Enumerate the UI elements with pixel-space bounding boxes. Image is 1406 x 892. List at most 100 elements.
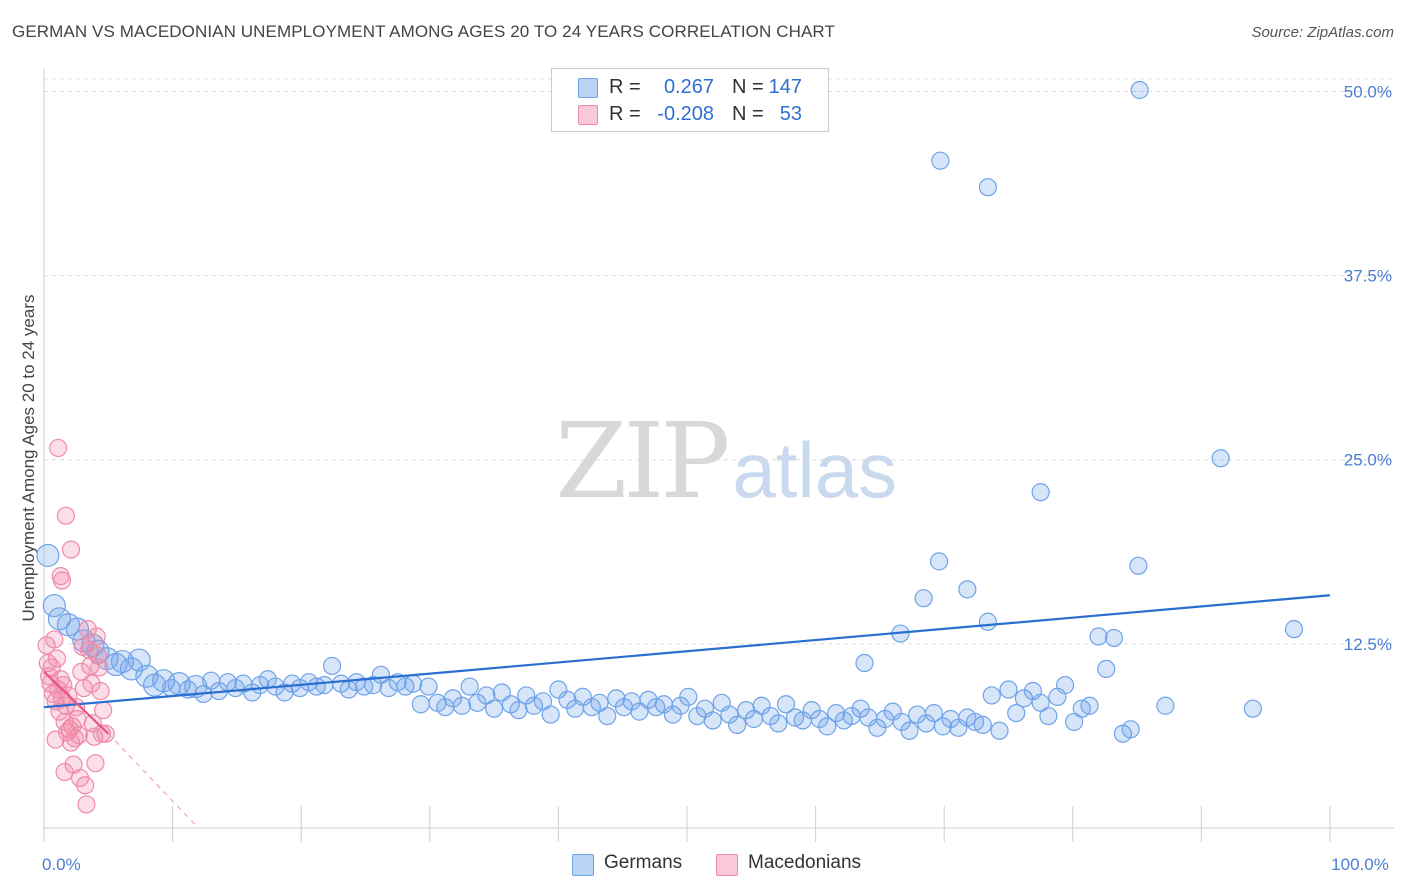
legend-r-value-germans: 0.267 (663, 76, 714, 98)
point-macedonians (49, 438, 68, 458)
bottom-legend-label-macedonians: Macedonians (748, 852, 862, 873)
y-tick-label: 12.5% (1344, 635, 1392, 654)
point-germans (1243, 699, 1262, 718)
point-germans (752, 696, 771, 715)
point-germans (1104, 628, 1124, 648)
point-germans (855, 653, 874, 673)
point-germans (931, 151, 950, 170)
point-germans (541, 705, 560, 724)
bottom-legend-swatch-germans (572, 854, 594, 876)
point-macedonians (86, 754, 105, 773)
point-macedonians (83, 714, 102, 733)
trend-line-macedonians-extension (107, 733, 199, 829)
point-germans (1156, 696, 1175, 715)
point-germans (36, 543, 60, 568)
point-macedonians (52, 571, 72, 590)
point-germans (104, 652, 128, 677)
point-macedonians (77, 795, 96, 814)
legend-n-label: N = (732, 103, 764, 125)
point-germans (1130, 80, 1149, 100)
point-germans (1089, 627, 1108, 646)
point-germans (978, 612, 998, 631)
point-germans (485, 699, 504, 718)
point-germans (598, 706, 617, 726)
point-germans (1039, 706, 1058, 726)
point-germans (924, 703, 944, 723)
point-germans (949, 718, 968, 737)
point-germans (933, 717, 953, 736)
tick-labels: 12.5% 25.0% 37.5% 50.0% 0.0% 100.0% (42, 82, 1392, 874)
point-germans (982, 686, 1001, 705)
point-germans (1055, 676, 1075, 695)
source-label: Source: ZipAtlas.com (1251, 24, 1394, 41)
legend-n-label: N = (732, 76, 764, 98)
y-tick-label: 37.5% (1344, 267, 1392, 286)
point-macedonians (76, 776, 95, 795)
point-macedonians (55, 762, 74, 782)
legend-r-value-macedonians: -0.208 (657, 103, 714, 125)
point-germans (573, 687, 592, 706)
point-germans (958, 580, 977, 599)
point-macedonians (46, 730, 65, 749)
point-germans (1121, 720, 1140, 739)
point-germans (761, 706, 780, 726)
point-macedonians (56, 506, 75, 525)
point-germans (419, 677, 438, 696)
point-macedonians (90, 658, 109, 677)
point-germans (883, 702, 902, 721)
point-germans (355, 677, 374, 696)
point-germans (914, 589, 933, 608)
point-germans (119, 657, 144, 681)
point-germans (990, 721, 1009, 740)
bottom-legend-label-germans: Germans (604, 852, 683, 873)
gridlines (44, 78, 1394, 645)
point-germans (1031, 483, 1050, 502)
point-germans (679, 687, 698, 706)
point-germans (1284, 620, 1304, 639)
point-germans (322, 656, 342, 676)
point-germans (549, 680, 568, 699)
point-germans (1080, 696, 1099, 715)
point-macedonians (91, 681, 110, 701)
trend-line-macedonians (43, 671, 110, 735)
point-germans (524, 696, 544, 715)
y-tick-label: 50.0% (1344, 82, 1392, 101)
point-germans (827, 703, 846, 723)
point-macedonians (54, 676, 73, 695)
point-macedonians (69, 726, 88, 745)
point-germans (810, 709, 829, 729)
watermark: ZIPatlas (555, 400, 897, 522)
point-macedonians (61, 540, 81, 559)
point-germans (728, 715, 747, 734)
point-macedonians (47, 649, 66, 668)
point-germans (929, 552, 949, 571)
point-germans (1007, 703, 1026, 723)
point-germans (403, 674, 423, 693)
point-germans (1211, 449, 1230, 468)
point-macedonians (94, 701, 113, 720)
point-macedonians (96, 724, 115, 743)
stats-legend: R = 0.267 N = 147 R = -0.208 N = 53 (551, 68, 829, 132)
bottom-legend-swatch-macedonians (716, 854, 738, 876)
point-germans (703, 711, 722, 730)
point-macedonians (87, 627, 106, 646)
point-germans (411, 695, 430, 714)
point-germans (999, 680, 1018, 699)
legend-swatch-germans (578, 78, 598, 98)
y-tick-label: 25.0% (1344, 451, 1392, 470)
point-germans (452, 696, 472, 715)
point-germans (973, 715, 992, 734)
point-macedonians (68, 709, 87, 729)
point-germans (776, 695, 796, 714)
chart-title: GERMAN VS MACEDONIAN UNEMPLOYMENT AMONG … (12, 22, 835, 41)
watermark-atlas: atlas (732, 426, 898, 514)
point-germans (315, 676, 334, 695)
x-tick-label: 100.0% (1331, 855, 1389, 874)
trend-line-germans (43, 594, 1331, 709)
point-germans (1097, 659, 1116, 679)
watermark-zip: ZIP (555, 400, 730, 522)
legend-swatch-macedonians (578, 105, 598, 125)
series-germans (36, 80, 1304, 743)
legend-n-value-germans: 147 (768, 76, 802, 98)
